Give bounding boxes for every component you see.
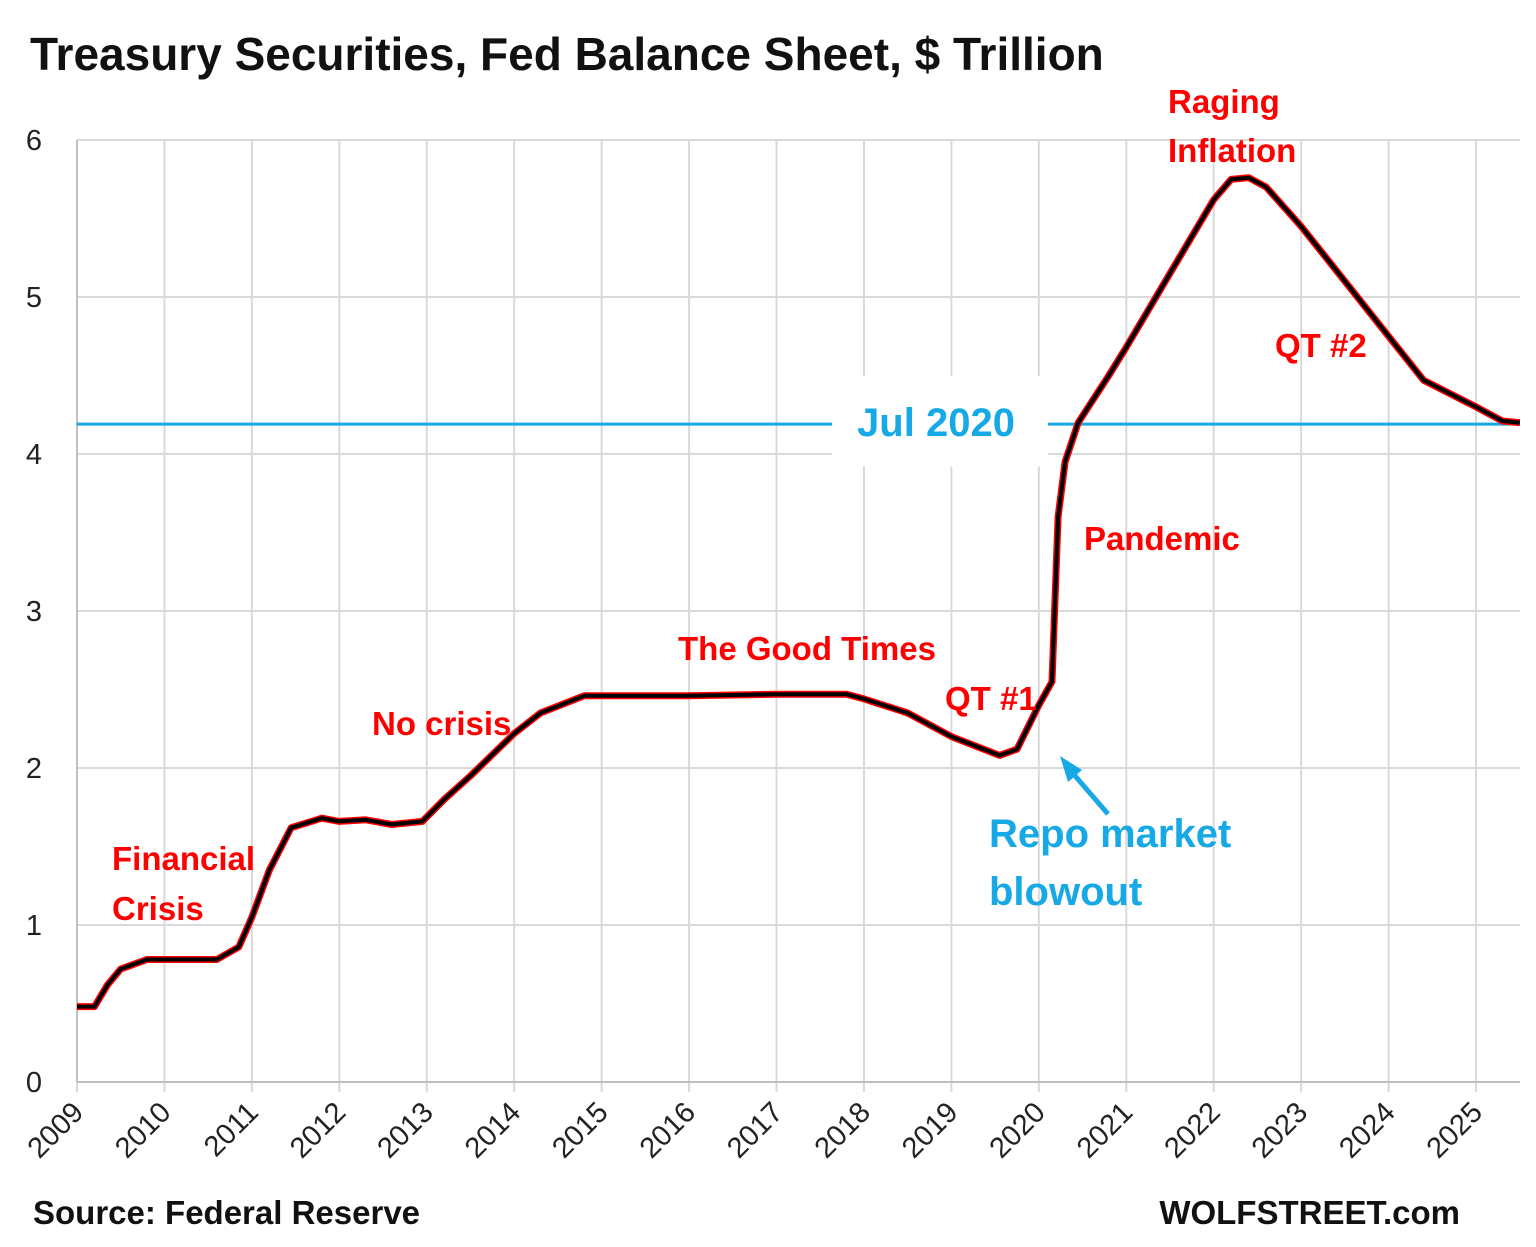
y-tick-label: 6 — [26, 125, 42, 157]
annotation-label: Raging — [1168, 83, 1280, 120]
y-tick-label: 3 — [26, 596, 42, 628]
arrow-head-icon — [1060, 756, 1082, 782]
x-tick-label: 2012 — [284, 1096, 352, 1164]
annotation-label: No crisis — [372, 705, 511, 742]
x-tick-label: 2014 — [459, 1096, 527, 1164]
annotation-label: Inflation — [1168, 132, 1296, 169]
annotation-label: The Good Times — [678, 630, 936, 667]
annotation-label: QT #1 — [945, 680, 1037, 717]
series-line — [77, 175, 1520, 1009]
annotation-label: QT #2 — [1275, 327, 1367, 364]
x-tick-label: 2017 — [721, 1096, 789, 1164]
x-tick-label: 2018 — [809, 1096, 877, 1164]
source-label: Source: Federal Reserve — [33, 1194, 420, 1231]
annotation-label: blowout — [989, 870, 1142, 914]
x-tick-label: 2013 — [371, 1096, 439, 1164]
grid — [76, 139, 1520, 1092]
x-tick-label: 2015 — [546, 1096, 614, 1164]
series-outline — [77, 174, 1521, 1011]
y-tick-label: 4 — [26, 439, 42, 471]
y-tick-label: 5 — [26, 282, 42, 314]
x-tick-label: 2024 — [1333, 1096, 1401, 1164]
x-tick-label: 2016 — [634, 1096, 702, 1164]
reference-label-bg — [832, 376, 1048, 467]
x-tick-label: 2025 — [1421, 1096, 1489, 1164]
x-tick-label: 2021 — [1071, 1096, 1139, 1164]
arrow-shaft — [1068, 768, 1110, 816]
annotation-label: Crisis — [112, 890, 204, 927]
x-tick-label: 2019 — [896, 1096, 964, 1164]
y-tick-label: 1 — [26, 910, 42, 942]
annotation-label: Repo market — [989, 812, 1231, 856]
reference-line-label: Jul 2020 — [857, 401, 1015, 445]
x-tick-label: 2022 — [1158, 1096, 1226, 1164]
reference-line-group: Jul 2020 — [77, 376, 1520, 467]
x-tick-label: 2011 — [198, 1096, 265, 1163]
x-tick-label: 2023 — [1246, 1096, 1314, 1164]
credit-label: WOLFSTREET.com — [1159, 1194, 1460, 1231]
chart-title: Treasury Securities, Fed Balance Sheet, … — [30, 28, 1104, 80]
y-tick-label: 2 — [26, 753, 42, 785]
annotation-label: Financial — [112, 840, 255, 877]
y-tick-label: 0 — [26, 1067, 42, 1099]
x-tick-label: 2010 — [109, 1096, 177, 1164]
annotation-label: Pandemic — [1084, 520, 1240, 557]
x-tick-label: 2020 — [984, 1096, 1052, 1164]
x-tick-label: 2009 — [22, 1096, 90, 1164]
series-group — [77, 174, 1521, 1011]
